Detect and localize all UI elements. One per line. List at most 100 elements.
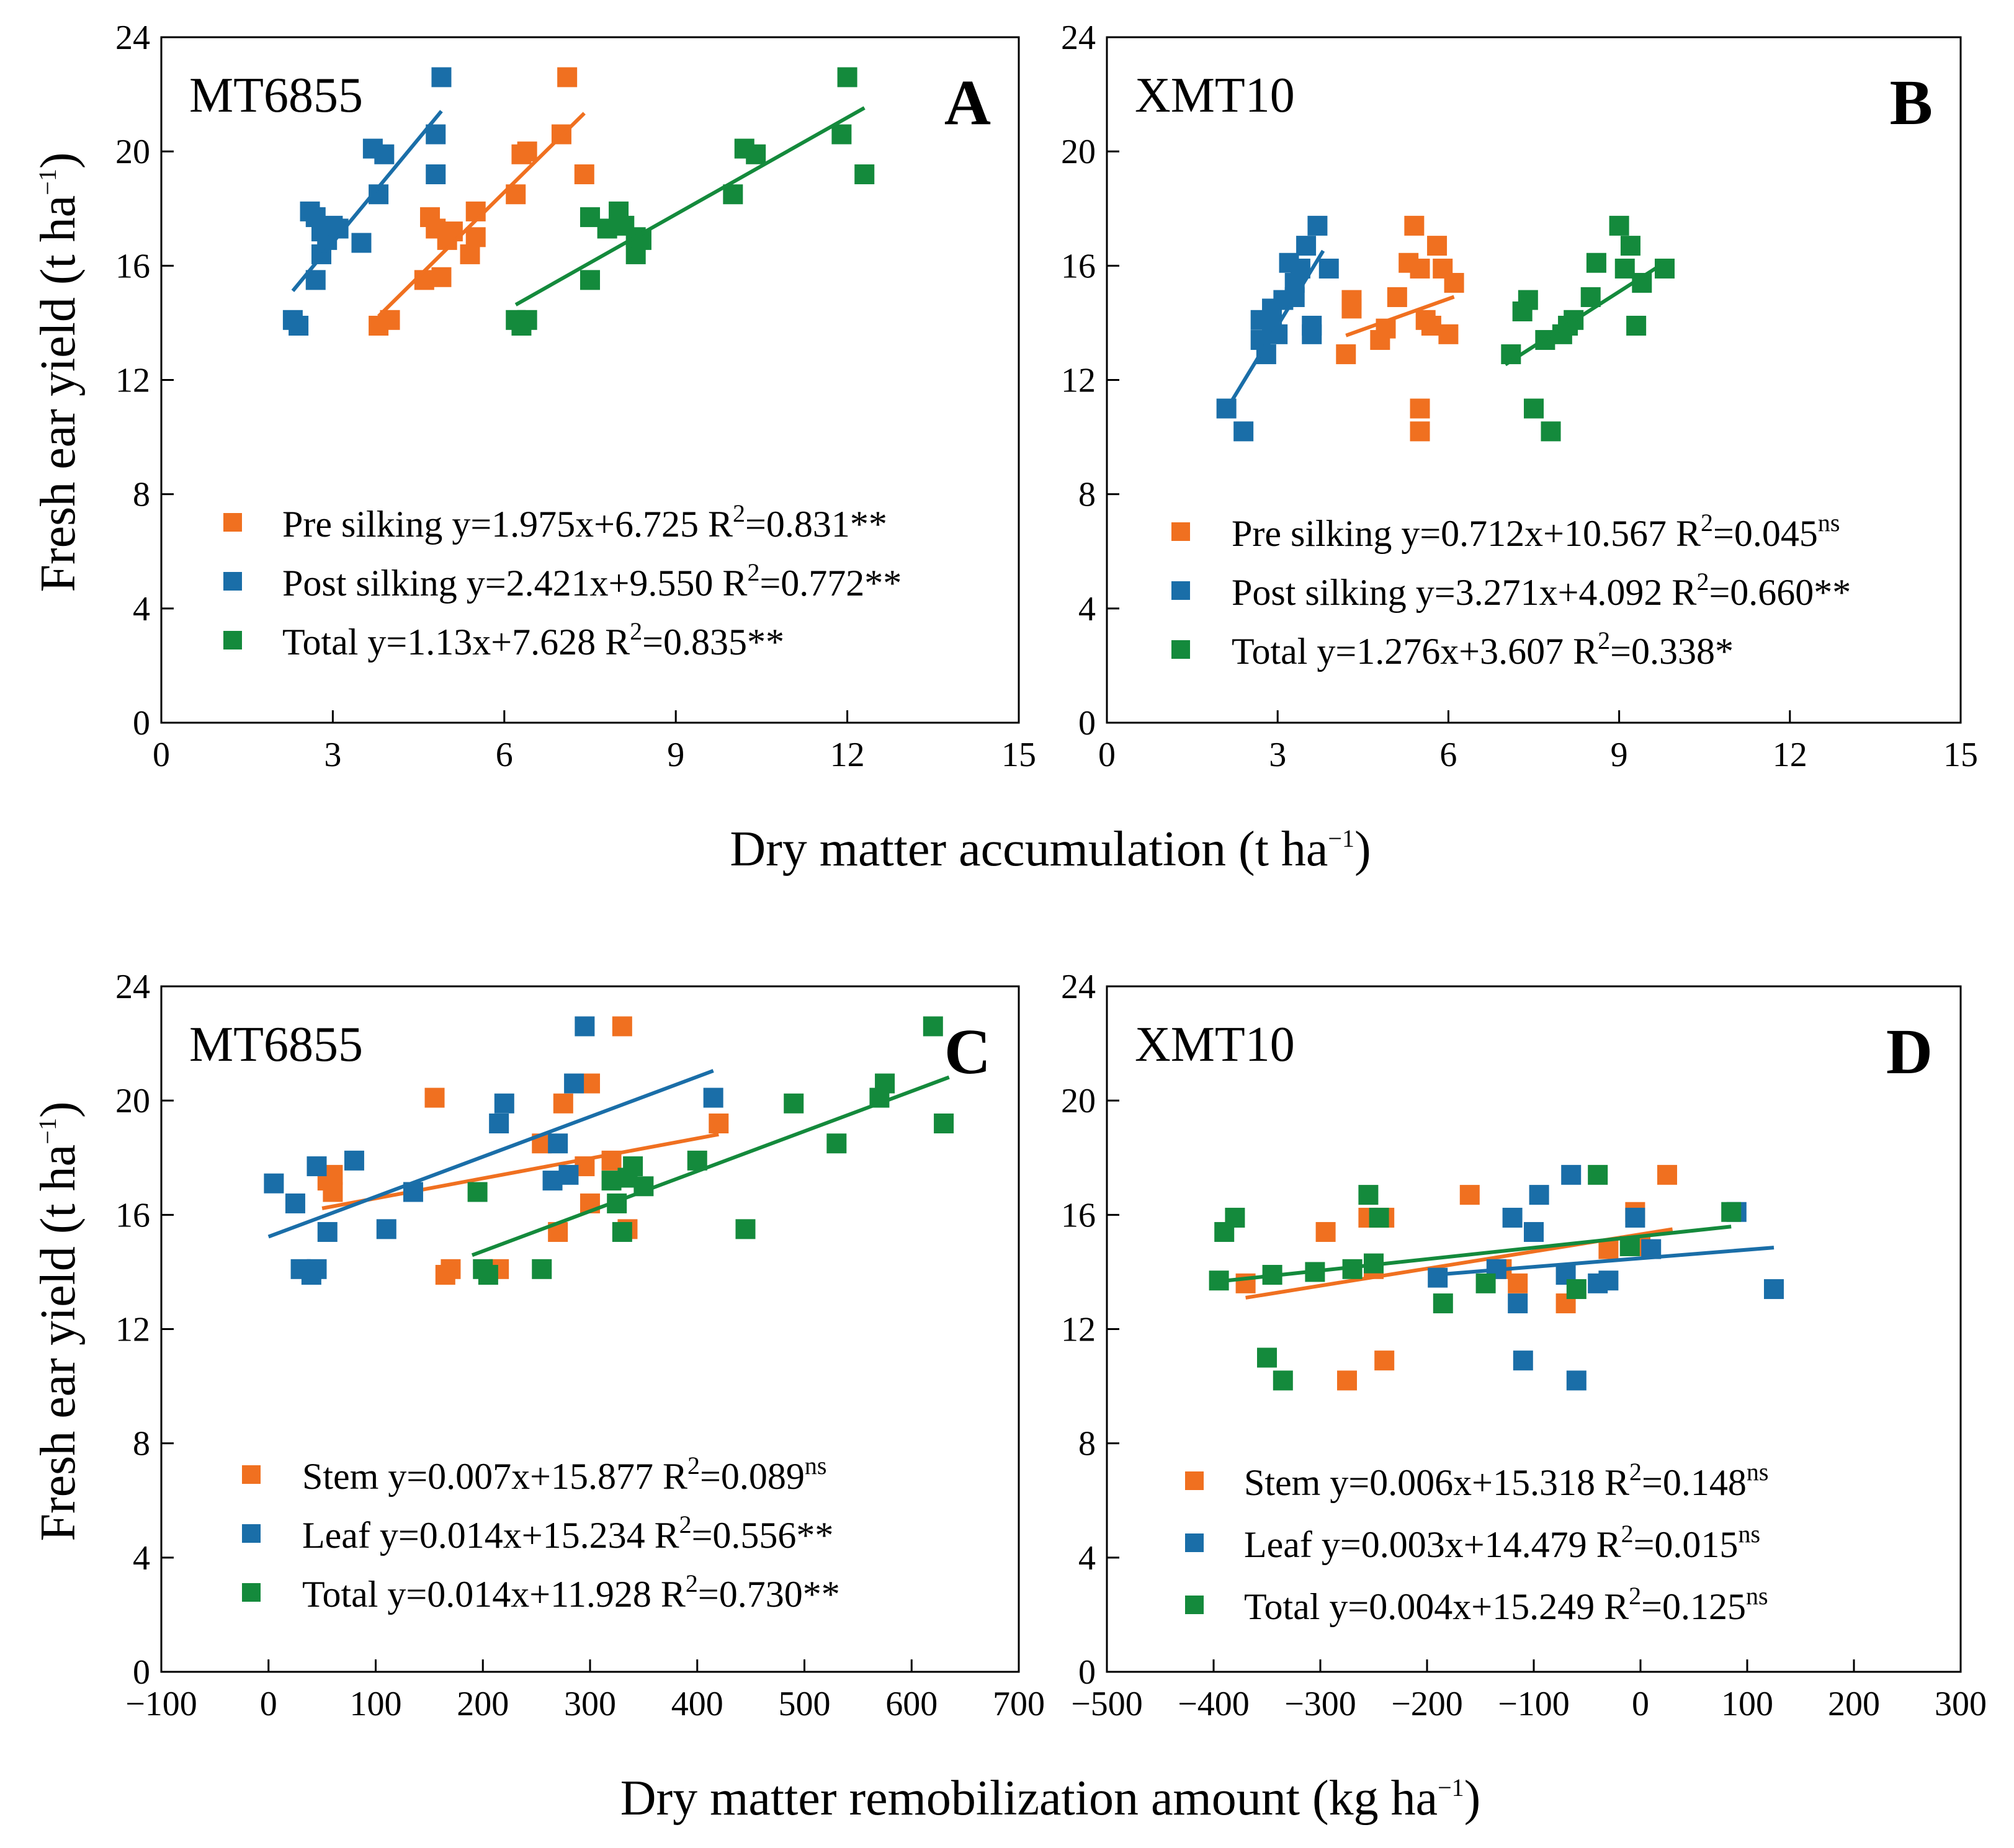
data-point: [709, 1114, 729, 1133]
data-point: [441, 1259, 461, 1279]
x-axis-title-top: Dry matter accumulation (t ha−1): [730, 822, 1371, 877]
data-point: [1566, 1279, 1587, 1300]
x-tick-label: 700: [993, 1685, 1045, 1723]
y-tick-label: 8: [133, 476, 150, 514]
y-axis-title-bottom: Fresh ear yield (t ha−1): [31, 1102, 86, 1542]
data-point: [548, 1133, 568, 1154]
legend-entry: Leaf y=0.014x+15.234 R2=0.556**: [302, 1511, 833, 1556]
data-point: [854, 164, 875, 184]
data-point: [1657, 1164, 1677, 1185]
data-point: [1427, 236, 1448, 256]
data-point: [612, 1016, 632, 1037]
data-point: [1620, 236, 1640, 256]
panel-letter: C: [944, 1016, 991, 1087]
data-point: [289, 316, 309, 336]
data-point: [494, 1093, 514, 1114]
x-tick-label: 300: [564, 1685, 616, 1723]
data-point: [831, 124, 852, 145]
series-total: [1501, 215, 1675, 442]
data-point: [1233, 421, 1254, 442]
data-point: [1315, 1221, 1336, 1242]
data-point: [1541, 421, 1561, 442]
data-point: [431, 67, 452, 87]
x-axis-title-bottom: Dry matter remobilization amount (kg ha−…: [620, 1771, 1481, 1826]
data-point: [1598, 1270, 1619, 1291]
legend-marker: [1171, 640, 1190, 659]
data-point: [557, 67, 578, 87]
series-post-silking: [282, 67, 452, 336]
data-point: [1529, 1185, 1549, 1205]
data-point: [553, 1093, 573, 1114]
data-point: [1374, 1350, 1395, 1371]
x-tick-label: 0: [1098, 736, 1116, 774]
legend-marker: [242, 1465, 261, 1484]
data-point: [465, 227, 486, 248]
legend-marker: [1185, 1471, 1204, 1490]
data-point: [923, 1016, 943, 1037]
x-tick-label: −100: [125, 1685, 197, 1723]
data-point: [1566, 1370, 1587, 1391]
y-tick-label: 16: [1061, 1196, 1096, 1234]
data-point: [264, 1173, 284, 1194]
data-point: [467, 1182, 488, 1202]
x-tick-label: 0: [260, 1685, 277, 1723]
data-point: [703, 1087, 723, 1108]
series-post-silking: [1216, 215, 1339, 442]
panel-letter: D: [1886, 1016, 1933, 1087]
legend-entry: Post silking y=3.271x+4.092 R2=0.660**: [1232, 568, 1851, 613]
y-tick-label: 4: [133, 1539, 150, 1578]
legend-marker: [223, 572, 242, 591]
y-tick-label: 16: [1061, 247, 1096, 285]
legend-entry: Stem y=0.007x+15.877 R2=0.089ns: [302, 1452, 826, 1497]
y-tick-label: 4: [1078, 1539, 1096, 1578]
panel-a: 0 4 8 12 16 20 24 0 3 6 9 12 15 MT6855 A Pre silking y=…: [115, 19, 1036, 774]
y-tick-label: 12: [115, 362, 150, 400]
cultivar-label: XMT10: [1135, 1017, 1295, 1072]
legend-entry: Pre silking y=1.975x+6.725 R2=0.831**: [282, 499, 887, 545]
data-point: [1586, 252, 1606, 273]
data-point: [424, 1087, 445, 1108]
data-point: [1524, 398, 1544, 419]
data-point: [837, 67, 857, 87]
data-point: [1508, 1293, 1528, 1314]
series-total: [467, 1016, 954, 1285]
fit-line: [514, 106, 866, 306]
data-point: [1307, 215, 1328, 236]
x-tick-label: 3: [1269, 736, 1286, 774]
y-tick-label: 12: [115, 1311, 150, 1349]
data-point: [1257, 1347, 1277, 1368]
legend-entry: Stem y=0.006x+15.318 R2=0.148ns: [1244, 1458, 1768, 1503]
y-tick-label: 16: [115, 247, 150, 285]
fit-line: [1437, 1246, 1775, 1277]
data-point: [826, 1133, 847, 1154]
legend-entry: Pre silking y=0.712x+10.567 R2=0.045ns: [1232, 509, 1840, 554]
data-point: [478, 1265, 498, 1285]
data-point: [1625, 1207, 1645, 1228]
data-point: [285, 1193, 305, 1213]
data-point: [1626, 316, 1647, 336]
data-point: [1508, 1273, 1528, 1293]
x-tick-label: 200: [457, 1685, 509, 1723]
data-point: [460, 244, 480, 264]
x-tick-label: 0: [153, 736, 170, 774]
data-point: [376, 1219, 396, 1239]
y-tick-label: 4: [133, 590, 150, 628]
fit-line: [267, 1069, 714, 1239]
data-point: [580, 207, 600, 228]
x-tick-label: −100: [1498, 1685, 1570, 1723]
data-point: [558, 1164, 579, 1185]
y-tick-label: 0: [1078, 1653, 1096, 1692]
x-tick-label: −500: [1071, 1685, 1143, 1723]
panel-letter: A: [944, 67, 991, 138]
data-point: [574, 164, 594, 184]
data-point: [1433, 1293, 1453, 1314]
series-total: [506, 67, 875, 336]
data-point: [1302, 316, 1322, 336]
data-point: [1318, 258, 1339, 279]
data-point: [431, 267, 452, 287]
x-tick-label: 100: [1721, 1685, 1773, 1723]
fit-line: [471, 1075, 950, 1257]
y-tick-label: 8: [1078, 476, 1096, 514]
data-point: [1296, 236, 1317, 256]
series-stem: [1235, 1164, 1677, 1391]
